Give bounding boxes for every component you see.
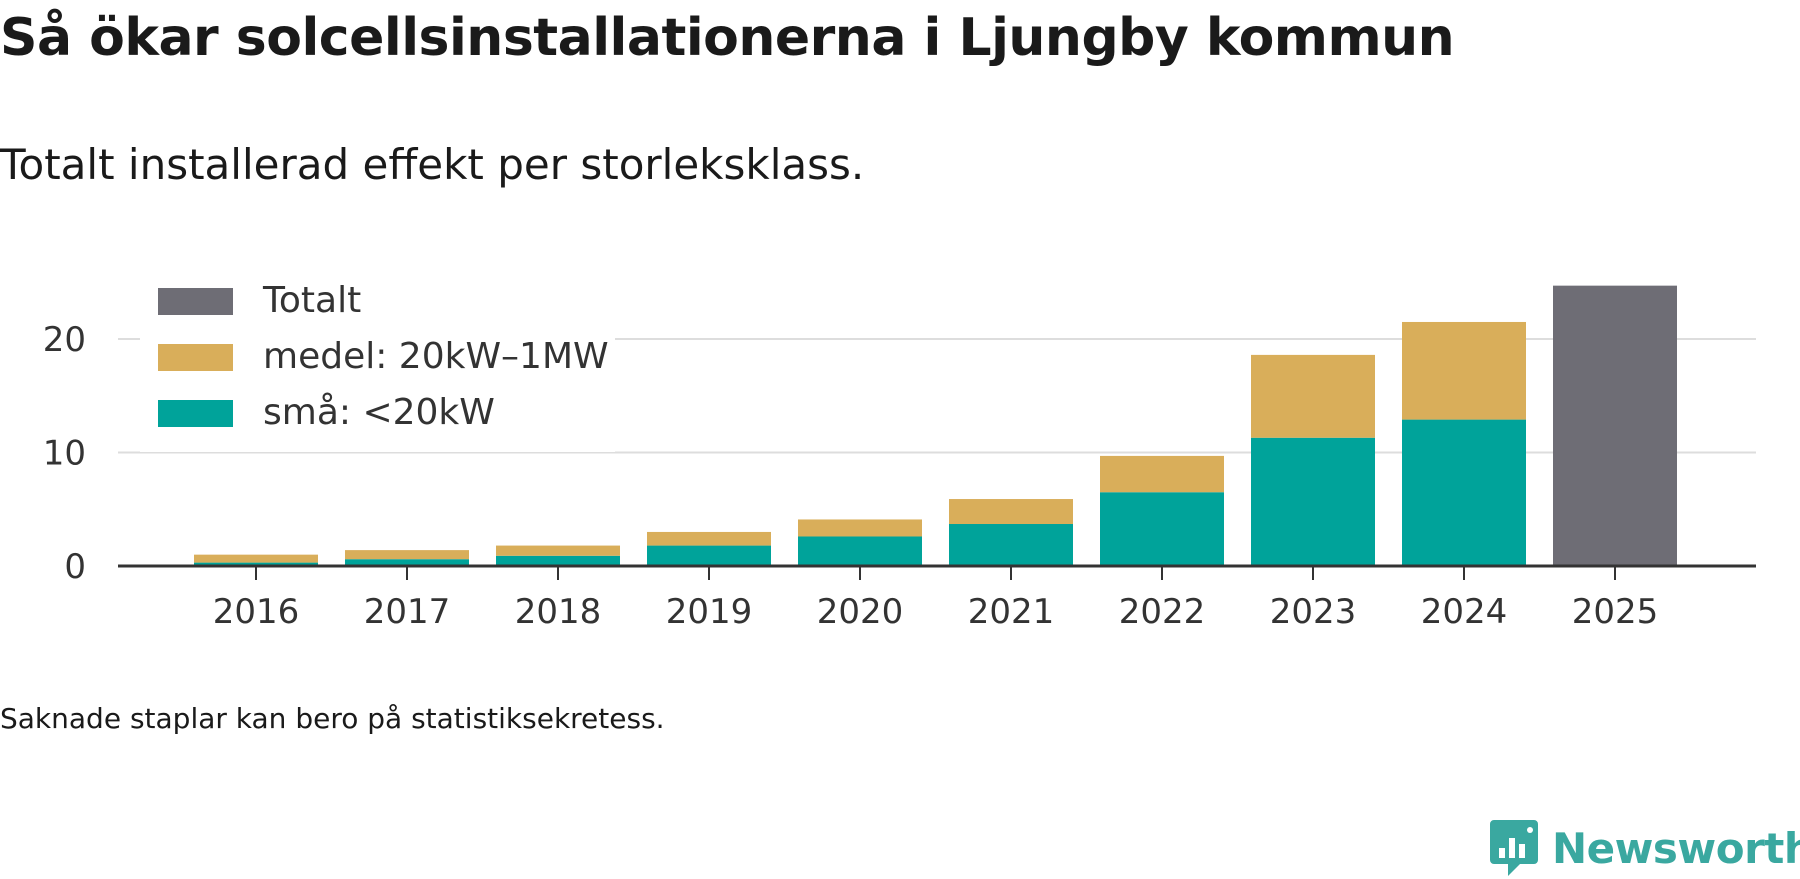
- newsworthy-logo: Newsworthy: [1490, 818, 1800, 878]
- x-tick-label: 2023: [1270, 592, 1357, 632]
- newsworthy-logo-icon: [1490, 820, 1538, 876]
- x-tick-label: 2017: [364, 592, 451, 632]
- bars: [194, 285, 1677, 566]
- x-tick-label: 2021: [968, 592, 1055, 632]
- bar-2019-small: [647, 545, 771, 566]
- footnote: Saknade staplar kan bero på statistiksek…: [0, 702, 665, 735]
- y-tick-label: 20: [43, 320, 86, 360]
- bar-2024-small: [1402, 419, 1526, 566]
- bar-2018-small: [496, 555, 620, 566]
- x-tick-label: 2019: [666, 592, 753, 632]
- bar-2022-medium: [1100, 455, 1224, 493]
- legend-swatch: [158, 288, 233, 315]
- chart-subtitle: Totalt installerad effekt per storlekskl…: [0, 140, 865, 189]
- legend-label: medel: 20kW–1MW: [263, 336, 609, 377]
- x-tick-label: 2024: [1421, 592, 1508, 632]
- y-tick-label: 10: [43, 434, 86, 474]
- x-tick-label: 2016: [213, 592, 300, 632]
- bar-2021-small: [949, 524, 1073, 566]
- bar-2021-medium: [949, 499, 1073, 525]
- x-tick-label: 2020: [817, 592, 904, 632]
- legend-label: Totalt: [262, 280, 361, 321]
- bar-2018-medium: [496, 545, 620, 556]
- stacked-bar-chart: 0 10 20 2016 2017 2018 2019 2020 2021 2022 2023 202…: [42, 268, 1756, 632]
- x-tick-label: 2025: [1572, 592, 1659, 632]
- bar-2016-medium: [194, 554, 318, 563]
- bar-2020-medium: [798, 519, 922, 537]
- x-tick-label: 2018: [515, 592, 602, 632]
- bar-2023-medium: [1251, 354, 1375, 438]
- axes: 0 10 20 2016 2017 2018 2019 2020 2021 2022 2023 202…: [43, 320, 1756, 632]
- x-tick-label: 2022: [1119, 592, 1206, 632]
- bar-2022-small: [1100, 492, 1224, 566]
- y-tick-label: 0: [64, 547, 86, 587]
- bar-2017-medium: [345, 550, 469, 560]
- legend-label: små: <20kW: [263, 392, 495, 433]
- bar-2023-small: [1251, 437, 1375, 566]
- chart-title: Så ökar solcellsinstallationerna i Ljung…: [0, 8, 1455, 68]
- bar-2024-medium: [1402, 321, 1526, 420]
- bar-2020-small: [798, 536, 922, 566]
- bar-2025-total: [1553, 285, 1677, 566]
- legend: Totalt medel: 20kW–1MW små: <20kW: [140, 268, 615, 452]
- bar-2017-small: [345, 559, 469, 566]
- bar-2016-small: [194, 562, 318, 566]
- newsworthy-logo-text: Newsworthy: [1552, 823, 1800, 873]
- bar-2019-medium: [647, 531, 771, 546]
- legend-swatch: [158, 344, 233, 371]
- legend-swatch: [158, 400, 233, 427]
